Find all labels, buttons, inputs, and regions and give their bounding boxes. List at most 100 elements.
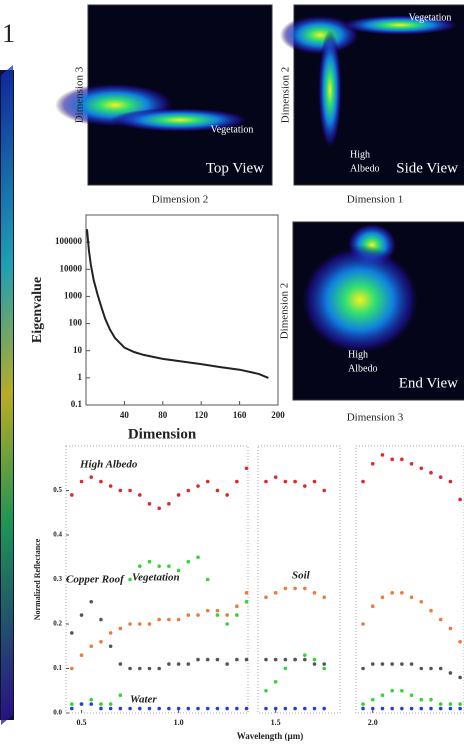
spectrum-point <box>196 613 200 617</box>
spectrum-point <box>458 707 462 711</box>
spectrum-point <box>449 707 453 711</box>
spectrum-point <box>187 707 191 711</box>
spectrum-point <box>419 600 423 604</box>
spectrum-point <box>148 622 152 626</box>
spectrum-point <box>148 667 152 671</box>
spectrum-point <box>274 658 278 662</box>
spectrum-point <box>128 667 132 671</box>
spectrum-point <box>99 640 103 644</box>
view-title: End View <box>399 375 458 391</box>
spectrum-point <box>89 698 93 702</box>
view-title: Side View <box>396 160 458 176</box>
y-tick-label: 0.0 <box>53 709 62 717</box>
spectrum-point <box>429 698 433 702</box>
spectrum-point <box>80 653 84 657</box>
spectrum-point <box>322 707 326 711</box>
spectrum-point <box>70 493 74 497</box>
spectrum-point <box>303 707 307 711</box>
x-tick-label: 0.5 <box>77 718 87 727</box>
spectrum-point <box>99 480 103 484</box>
view-ylabel: Dimension 2 <box>279 283 291 340</box>
spectrum-point <box>216 489 220 493</box>
spectrum-point <box>157 618 161 622</box>
spectrum-point <box>429 707 433 711</box>
spectrum-point <box>167 618 171 622</box>
spectrum-point <box>225 622 229 626</box>
spectrum-point <box>284 707 288 711</box>
view-annotation: Albedo <box>348 363 377 374</box>
x-tick-label: 2.0 <box>368 718 378 727</box>
spectrum-point <box>284 658 288 662</box>
spectrum-point <box>381 453 385 457</box>
view-xlabel: Dimension 1 <box>347 194 404 206</box>
spectrum-point <box>148 502 152 506</box>
spectrum-point <box>381 596 385 600</box>
spectrum-point <box>264 480 268 484</box>
spectrum-point <box>245 466 249 470</box>
spectrum-point <box>89 702 93 706</box>
spectrum-point <box>303 484 307 488</box>
spectrum-point <box>381 662 385 666</box>
spectrum-point <box>245 600 249 604</box>
spectrum-point <box>419 707 423 711</box>
spectrum-point <box>177 662 181 666</box>
spectrum-point <box>458 640 462 644</box>
spectrum-point <box>177 707 181 711</box>
spectrum-point <box>439 667 443 671</box>
x-tick-label: 1.0 <box>174 718 184 727</box>
spectrum-point <box>245 707 249 711</box>
spectrum-point <box>458 498 462 502</box>
y-tick-label: 0.3 <box>53 575 62 583</box>
spectrum-point <box>449 480 453 484</box>
spectrum-point <box>119 693 123 697</box>
spectrum-point <box>313 591 317 595</box>
spectrum-point <box>449 671 453 675</box>
spectrum-point <box>410 662 414 666</box>
x-axis-label: Wavelength (µm) <box>237 731 303 741</box>
spectrum-point <box>400 707 404 711</box>
spectrum-point <box>303 587 307 591</box>
view-ylabel: Dimension 2 <box>280 67 292 124</box>
spectrum-point <box>148 560 152 564</box>
spectra-chart: 0.00.10.20.30.40.50.51.01.52.0High Albed… <box>33 446 464 741</box>
image-strip-color <box>1 65 13 725</box>
spectrum-point <box>89 600 93 604</box>
spectrum-point <box>157 707 161 711</box>
spectrum-point <box>274 707 278 711</box>
spectrum-point <box>235 480 239 484</box>
x-tick-label: 40 <box>120 410 130 420</box>
spectrum-point <box>390 707 394 711</box>
spectrum-point <box>109 484 113 488</box>
y-tick-label: 1000 <box>64 290 83 300</box>
page: 1 Dimension 3Dimension 2Top ViewVegetati… <box>0 0 464 746</box>
spectrum-point <box>128 707 132 711</box>
spectrum-point <box>293 707 297 711</box>
spectrum-point <box>109 644 113 648</box>
spectrum-point <box>284 480 288 484</box>
spectrum-point <box>128 489 132 493</box>
spectrum-point <box>245 591 249 595</box>
spectrum-point <box>138 493 142 497</box>
spectrum-point <box>235 613 239 617</box>
spectrum-point <box>80 702 84 706</box>
spectrum-point <box>322 662 326 666</box>
spectrum-point <box>187 662 191 666</box>
spectrum-point <box>429 471 433 475</box>
spectrum-point <box>138 564 142 568</box>
spectrum-point <box>187 560 191 564</box>
spectrum-point <box>216 609 220 613</box>
y-tick-label: 10000 <box>60 263 83 273</box>
spectrum-point <box>70 702 74 706</box>
spectrum-point <box>390 662 394 666</box>
spectrum-point <box>235 604 239 608</box>
spectrum-point <box>419 698 423 702</box>
spectrum-point <box>167 564 171 568</box>
spectrum-point <box>274 591 278 595</box>
series-label: Copper Roof <box>66 574 125 586</box>
spectrum-point <box>410 596 414 600</box>
figure: 1 Dimension 3Dimension 2Top ViewVegetati… <box>0 0 464 746</box>
y-tick-label: 100 <box>69 318 83 328</box>
spectrum-point <box>439 707 443 711</box>
spectrum-point <box>264 596 268 600</box>
spectrum-point <box>429 609 433 613</box>
